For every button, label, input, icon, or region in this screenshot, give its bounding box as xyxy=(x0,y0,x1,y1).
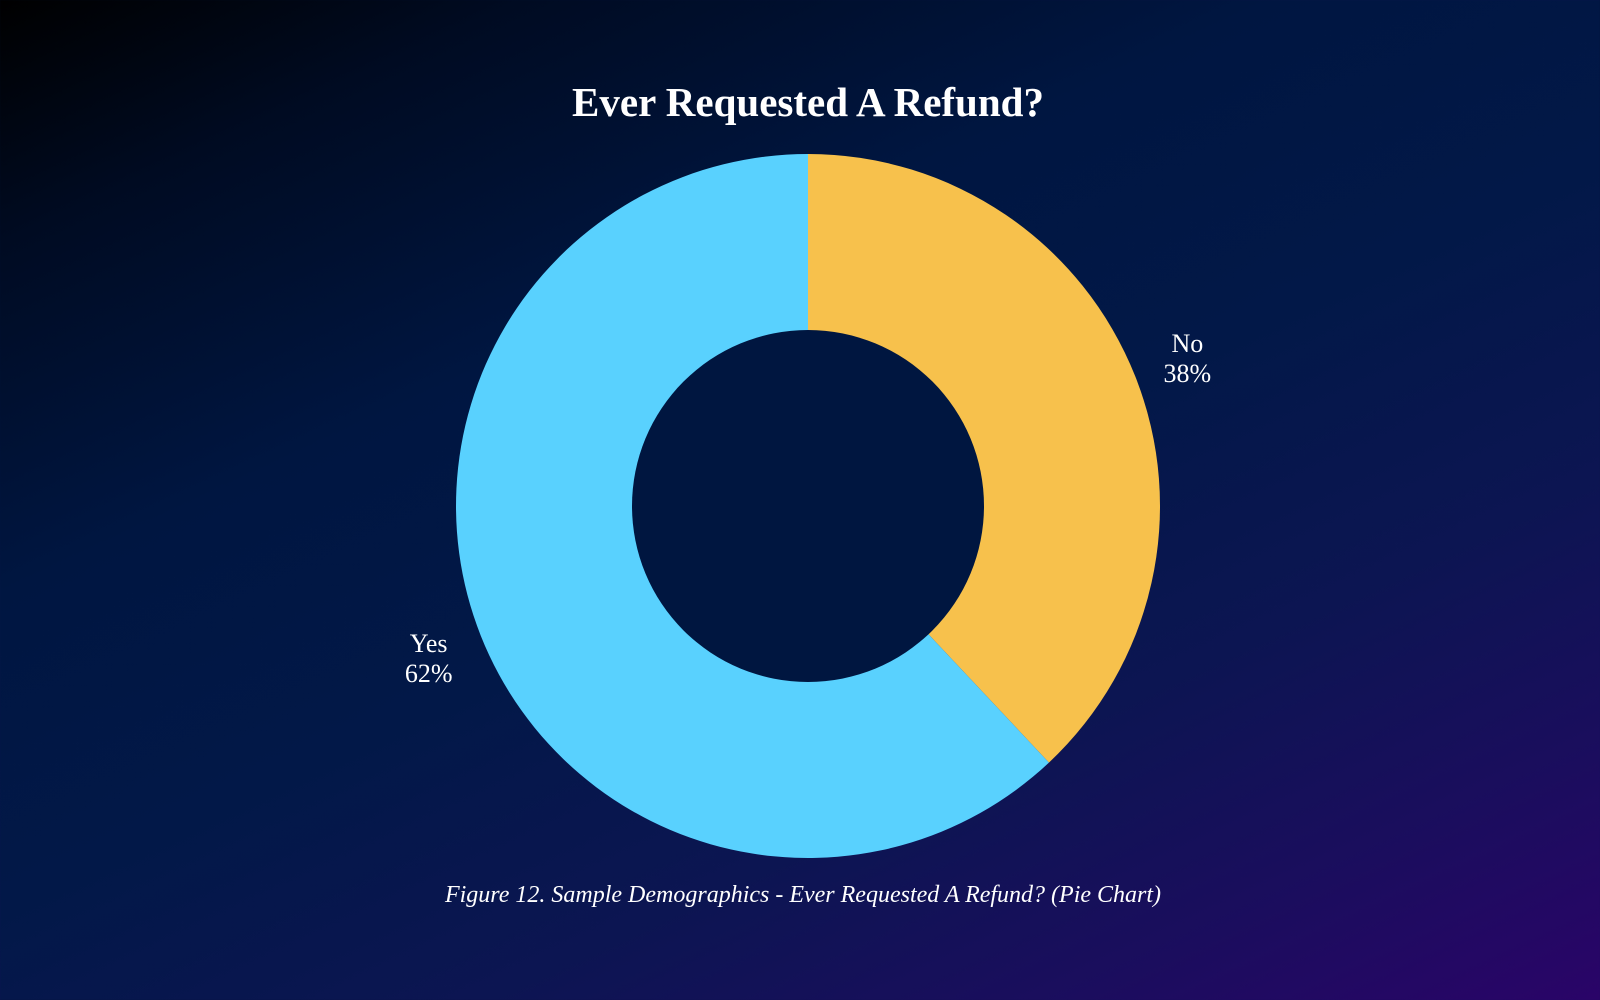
figure-caption: Figure 12. Sample Demographics - Ever Re… xyxy=(444,882,1162,908)
slice-percent-label: 38% xyxy=(1164,359,1212,388)
slice-category-label: No xyxy=(1171,329,1203,358)
slice-percent-label: 62% xyxy=(405,659,453,688)
chart-title: Ever Requested A Refund? xyxy=(572,79,1044,125)
donut-hole xyxy=(632,330,984,682)
slice-category-label: Yes xyxy=(410,629,448,658)
slice-no xyxy=(808,154,1161,763)
